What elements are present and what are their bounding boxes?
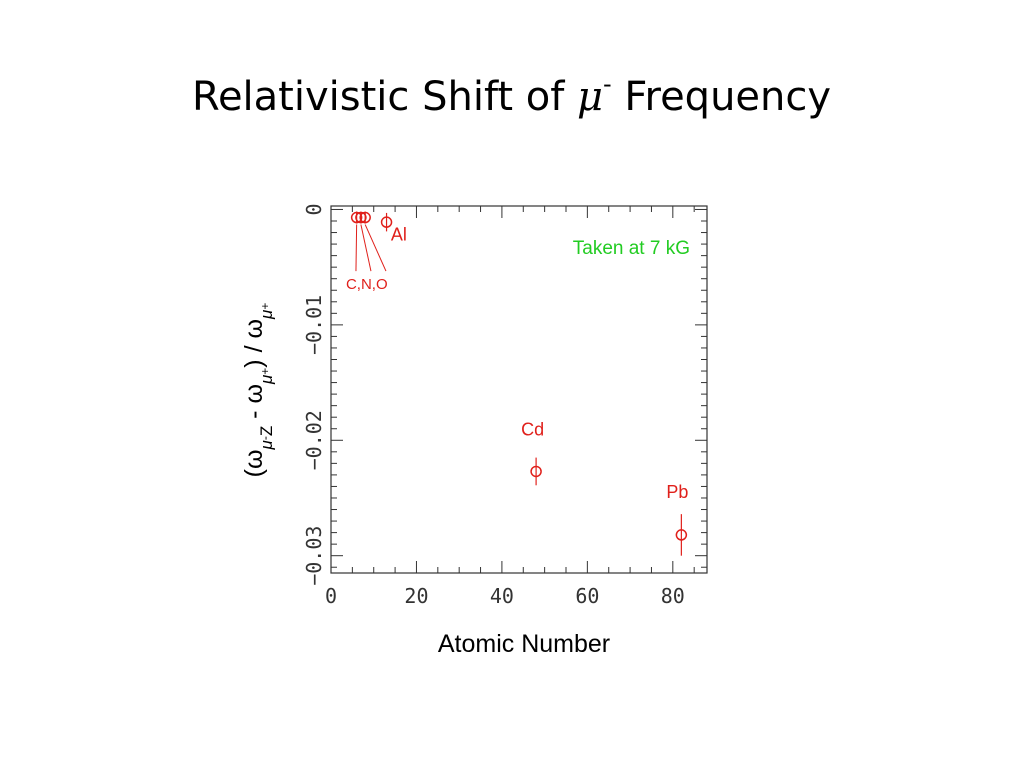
annotation-label: C,N,O (346, 276, 388, 293)
axis-ticks (330, 206, 707, 573)
data-points (350, 211, 688, 556)
annotation-label: Cd (521, 420, 544, 440)
point-marker (359, 211, 371, 224)
annotation-leader (360, 224, 372, 272)
data-point-cd (530, 457, 542, 486)
title-prefix: Relativistic Shift of (191, 74, 578, 120)
slide-title: Relativistic Shift of μ- Frequency (0, 70, 1023, 120)
x-axis-label: Atomic Number (438, 630, 610, 658)
annotation-leader (355, 224, 358, 272)
data-point-al (380, 212, 393, 232)
annotation-label: Al (391, 225, 407, 245)
y-axis-label: (ωμ-Z - ωμ+) / ωμ+ (240, 303, 276, 478)
x-tick-label: 20 (404, 584, 428, 608)
x-tick-label: 60 (575, 584, 599, 608)
y-tick-label: 0 (302, 203, 326, 215)
annotation-leaders (355, 224, 387, 272)
point-annotations: Al C,N,O Cd Pb (346, 225, 688, 502)
point-marker (675, 529, 688, 541)
data-point-o (359, 211, 371, 224)
point-marker (380, 216, 393, 228)
annotation-leader (364, 224, 387, 272)
x-tick-label: 80 (661, 584, 685, 608)
y-tick-label: −0.03 (302, 526, 326, 586)
note-label: Taken at 7 kG (573, 238, 690, 259)
annotation-label: Pb (666, 482, 688, 502)
data-point-pb (675, 514, 688, 556)
point-marker (355, 211, 367, 224)
y-tick-labels: 0 −0.01 −0.02 −0.03 (302, 203, 326, 585)
plot-frame (330, 205, 708, 574)
point-marker (530, 465, 542, 478)
title-mu-symbol: μ (577, 74, 604, 120)
x-tick-label: 0 (325, 584, 337, 608)
title-suffix: Frequency (611, 74, 832, 120)
title-superscript: - (603, 70, 612, 98)
x-tick-labels: 0 20 40 60 80 (325, 584, 685, 608)
y-tick-label: −0.01 (302, 295, 326, 355)
x-tick-label: 40 (490, 584, 514, 608)
point-marker (350, 211, 363, 224)
y-tick-label: −0.02 (302, 410, 326, 470)
